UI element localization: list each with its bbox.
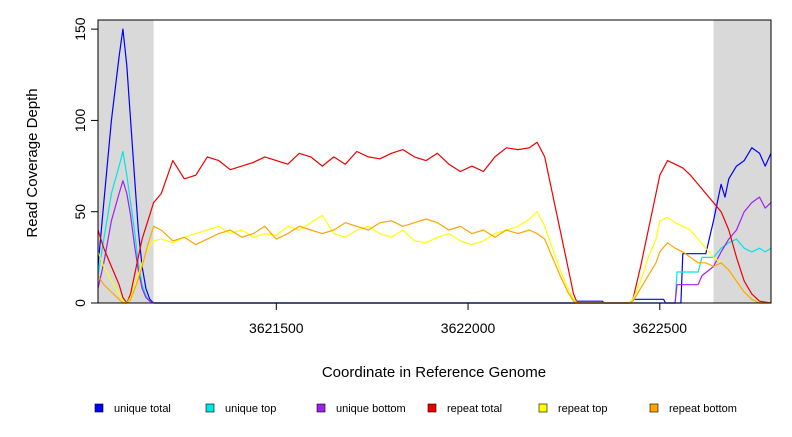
shaded-region-1	[98, 20, 154, 303]
y-axis: 0 50 100 150	[72, 17, 99, 307]
legend-label: repeat top	[558, 403, 608, 415]
series-line-unique-total	[97, 28, 772, 304]
legend-swatch	[427, 403, 437, 413]
legend-item-unique-top: unique top	[205, 403, 276, 415]
legend-item-repeat-bottom: repeat bottom	[649, 403, 737, 415]
legend-swatch	[538, 403, 548, 413]
y-tick-label: 0	[72, 299, 88, 307]
series-line-repeat-bottom	[97, 218, 771, 304]
x-axis-title: Coordinate in Reference Genome	[322, 364, 546, 381]
legend-label: repeat bottom	[669, 403, 737, 415]
legend-label: unique top	[225, 403, 276, 415]
legend-label: unique total	[114, 403, 171, 415]
legend-swatch	[316, 403, 326, 413]
y-tick-label: 100	[72, 109, 88, 133]
x-tick-label: 3621500	[249, 320, 304, 336]
y-tick-label: 50	[72, 204, 88, 220]
series-line-repeat-total	[97, 141, 772, 304]
series-line-unique-top	[97, 150, 772, 304]
x-axis: 3621500 3622000 3622500	[249, 302, 688, 336]
series-lines	[97, 28, 772, 304]
legend-item-unique-total: unique total	[94, 403, 171, 415]
legend-swatch	[649, 403, 659, 413]
legend-item-repeat-top: repeat top	[538, 403, 608, 415]
y-axis-title: Read Coverage Depth	[24, 88, 41, 237]
x-tick-label: 3622500	[633, 320, 688, 336]
series-line-unique-bottom	[97, 180, 772, 304]
series-line-repeat-top	[97, 211, 771, 304]
legend-swatch	[205, 403, 215, 413]
y-tick-label: 150	[72, 17, 88, 41]
legend-swatch	[94, 403, 104, 413]
legend: unique total unique top unique bottom repea…	[94, 403, 737, 415]
x-tick-label: 3622000	[441, 320, 496, 336]
legend-item-unique-bottom: unique bottom	[316, 403, 406, 415]
legend-item-repeat-total: repeat total	[427, 403, 502, 415]
legend-label: unique bottom	[336, 403, 406, 415]
legend-label: repeat total	[447, 403, 502, 415]
